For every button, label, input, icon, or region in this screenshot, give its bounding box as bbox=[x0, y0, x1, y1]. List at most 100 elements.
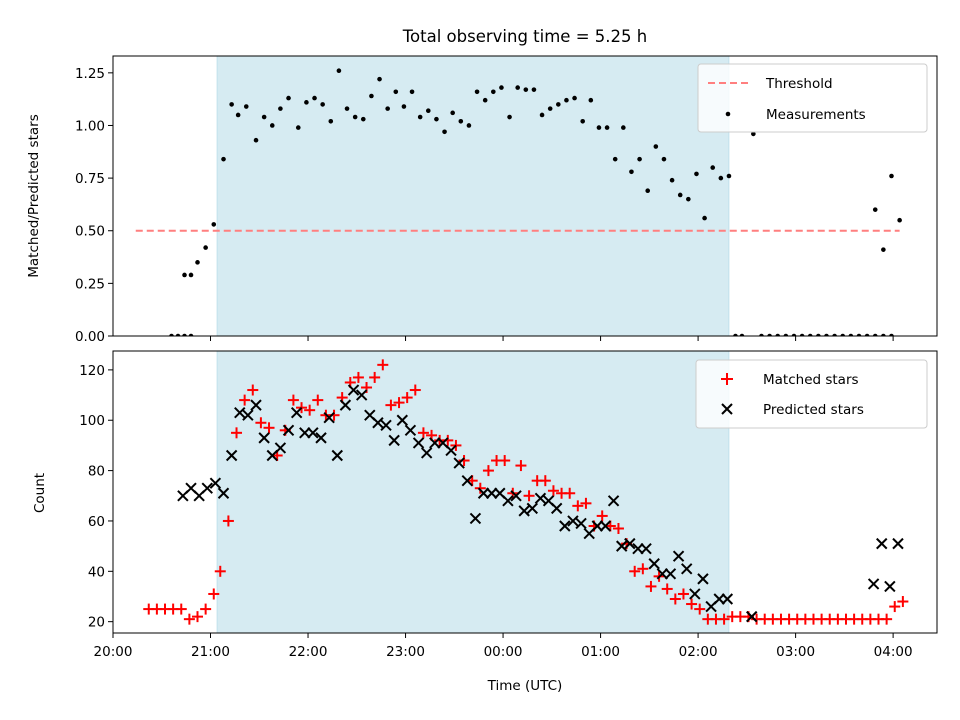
matched-stars-point bbox=[897, 596, 909, 608]
measurement-point bbox=[312, 95, 317, 101]
measurement-point bbox=[824, 333, 829, 336]
measurement-point bbox=[195, 260, 200, 265]
predicted-stars-point bbox=[453, 457, 465, 469]
bot-y-tick-label: 20 bbox=[88, 615, 105, 631]
measurement-point bbox=[677, 192, 683, 198]
measurement-point bbox=[767, 333, 772, 336]
measurement-point bbox=[385, 106, 390, 111]
predicted-stars-point bbox=[721, 593, 734, 605]
matched-stars-point bbox=[523, 490, 535, 502]
matched-stars-point bbox=[222, 515, 234, 527]
bot-y-tick-label: 40 bbox=[88, 564, 105, 580]
predicted-stars-point bbox=[624, 537, 636, 550]
predicted-stars-point bbox=[372, 417, 384, 429]
bot-y-tick-label: 100 bbox=[79, 413, 105, 429]
predicted-stars-point bbox=[534, 492, 547, 505]
measurement-point bbox=[221, 156, 226, 162]
measurement-point bbox=[588, 97, 594, 103]
measurement-point bbox=[304, 100, 309, 105]
measurement-point bbox=[604, 125, 610, 130]
predicted-stars-point bbox=[550, 502, 563, 515]
matched-stars-point bbox=[417, 427, 429, 439]
x-tick-label: 20:00 bbox=[94, 644, 133, 660]
measurement-point bbox=[507, 114, 512, 120]
measurement-point bbox=[229, 102, 234, 107]
predicted-stars-point bbox=[420, 447, 433, 459]
predicted-stars-point bbox=[632, 542, 644, 555]
bottom-y-ticks: 20 40 60 80 100 120 bbox=[79, 363, 113, 631]
measurement-point bbox=[718, 175, 724, 181]
predicted-stars-point bbox=[282, 424, 295, 437]
predicted-stars-point bbox=[656, 568, 669, 580]
predicted-stars-point bbox=[591, 520, 604, 532]
measurement-point bbox=[235, 112, 241, 118]
bot-y-tick-label: 60 bbox=[88, 514, 105, 530]
measurement-point bbox=[286, 95, 291, 101]
measurement-point bbox=[596, 125, 602, 130]
measurement-point bbox=[417, 114, 423, 120]
measurement-point bbox=[491, 89, 496, 95]
measurement-point bbox=[169, 333, 174, 336]
measurement-point bbox=[564, 97, 569, 103]
matched-stars-point bbox=[409, 384, 421, 396]
measurement-point bbox=[751, 131, 756, 137]
measurement-point bbox=[336, 68, 342, 74]
measurement-point bbox=[515, 85, 520, 90]
predicted-stars-point bbox=[274, 442, 287, 454]
measurement-point bbox=[393, 89, 399, 95]
measurement-point bbox=[261, 114, 267, 120]
matched-stars-point bbox=[718, 613, 730, 625]
predicted-stars-point bbox=[461, 474, 474, 487]
matched-stars-point bbox=[263, 422, 275, 434]
matched-stars-point bbox=[661, 583, 673, 595]
measurement-point bbox=[328, 118, 334, 124]
predicted-stars-point bbox=[615, 540, 628, 552]
measurement-point bbox=[175, 333, 181, 336]
measurement-point bbox=[612, 156, 618, 162]
top-y-tick-label: 0.25 bbox=[75, 276, 105, 292]
measurement-point bbox=[816, 333, 821, 336]
x-tick-label: 21:00 bbox=[191, 644, 230, 660]
predicted-stars-point bbox=[404, 424, 417, 437]
matched-stars-point bbox=[694, 603, 706, 615]
measurement-point bbox=[269, 123, 275, 128]
measurement-point bbox=[791, 333, 797, 336]
top-shaded-interval bbox=[216, 55, 730, 337]
predicted-stars-point bbox=[209, 477, 222, 489]
measurement-point bbox=[783, 333, 789, 336]
measurement-point bbox=[295, 125, 301, 130]
predicted-stars-point bbox=[477, 487, 490, 499]
matched-stars-point bbox=[596, 510, 608, 522]
measurement-point bbox=[369, 93, 374, 99]
measurement-point bbox=[872, 333, 878, 336]
legend-predicted-swatch bbox=[721, 403, 733, 415]
predicted-stars-point bbox=[201, 482, 213, 494]
predicted-stars-point bbox=[575, 517, 587, 530]
measurement-point bbox=[278, 106, 283, 111]
measurement-point bbox=[401, 104, 407, 109]
measurement-point bbox=[425, 108, 431, 114]
predicted-stars-point bbox=[746, 610, 758, 623]
bottom-y-axis-label: Count bbox=[32, 473, 48, 513]
measurement-point bbox=[661, 156, 667, 162]
matched-stars-point bbox=[393, 397, 405, 409]
measurement-point bbox=[653, 144, 659, 149]
predicted-stars-point bbox=[396, 414, 409, 426]
measurement-point bbox=[182, 333, 187, 336]
measurement-point bbox=[726, 173, 732, 179]
predicted-stars-point bbox=[892, 537, 904, 550]
measurement-point bbox=[458, 118, 464, 124]
predicted-stars-point bbox=[697, 573, 709, 585]
predicted-stars-point bbox=[664, 568, 677, 580]
measurement-point bbox=[556, 102, 561, 107]
measurement-point bbox=[832, 333, 837, 336]
bottom-legend: Matched stars Predicted stars bbox=[695, 359, 928, 429]
predicted-stars-point bbox=[681, 563, 693, 575]
predicted-stars-point bbox=[331, 449, 343, 462]
matched-stars-point bbox=[183, 613, 195, 625]
predicted-stars-point bbox=[510, 490, 522, 502]
measurement-point bbox=[881, 247, 886, 252]
matched-stars-point bbox=[645, 580, 657, 592]
measurement-point bbox=[864, 333, 870, 336]
